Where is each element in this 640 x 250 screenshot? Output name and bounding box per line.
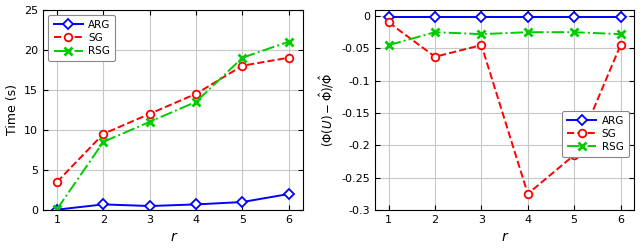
X-axis label: r: r <box>502 230 508 244</box>
SG <box>477 44 485 46</box>
ARG <box>192 203 200 206</box>
SG <box>146 112 154 115</box>
SG <box>192 92 200 95</box>
RSG <box>431 31 439 34</box>
ARG <box>617 15 625 18</box>
RSG <box>385 44 392 46</box>
SG <box>239 64 246 67</box>
RSG <box>285 40 292 43</box>
Line: ARG: ARG <box>54 190 292 213</box>
SG <box>53 180 61 184</box>
Legend: ARG, SG, RSG: ARG, SG, RSG <box>562 110 629 157</box>
Line: SG: SG <box>53 54 292 186</box>
RSG <box>524 31 532 34</box>
Line: SG: SG <box>385 19 625 198</box>
SG <box>570 154 578 156</box>
RSG <box>100 140 108 143</box>
Line: RSG: RSG <box>385 28 625 49</box>
ARG <box>100 203 108 206</box>
Line: ARG: ARG <box>385 13 624 20</box>
ARG <box>570 15 578 18</box>
SG <box>385 21 392 24</box>
RSG <box>477 33 485 36</box>
ARG <box>53 208 61 211</box>
ARG <box>385 15 392 18</box>
ARG <box>431 15 439 18</box>
Y-axis label: $(\Phi(U) - \hat{\Phi})/\hat{\Phi}$: $(\Phi(U) - \hat{\Phi})/\hat{\Phi}$ <box>317 72 335 147</box>
ARG <box>146 204 154 208</box>
SG <box>285 56 292 59</box>
ARG <box>477 15 485 18</box>
Y-axis label: Time (s): Time (s) <box>6 84 19 135</box>
SG <box>617 44 625 46</box>
RSG <box>570 31 578 34</box>
RSG <box>239 56 246 59</box>
RSG <box>146 120 154 123</box>
RSG <box>617 33 625 36</box>
SG <box>524 192 532 195</box>
RSG <box>53 208 61 211</box>
SG <box>431 55 439 58</box>
X-axis label: r: r <box>170 230 176 244</box>
RSG <box>192 100 200 103</box>
Legend: ARG, SG, RSG: ARG, SG, RSG <box>48 15 115 62</box>
Line: RSG: RSG <box>53 38 293 214</box>
SG <box>100 132 108 135</box>
ARG <box>524 15 532 18</box>
ARG <box>285 192 292 196</box>
ARG <box>239 200 246 203</box>
